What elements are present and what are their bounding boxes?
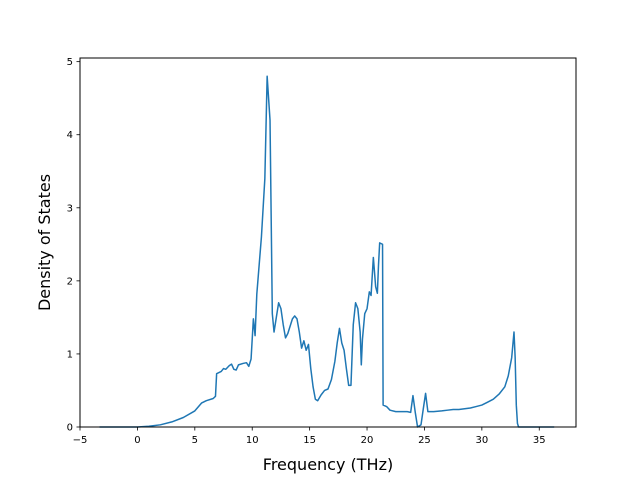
plot-area	[99, 75, 555, 428]
x-axis-label: Frequency (THz)	[263, 455, 393, 474]
x-tick-label: −5	[73, 435, 88, 446]
x-tick-label: 30	[475, 435, 488, 446]
x-axis-ticks: −5 0 5 10 15 20 25 30 35	[73, 427, 546, 446]
y-tick-label: 4	[67, 130, 73, 141]
x-tick-label: 0	[134, 435, 140, 446]
axes-frame	[79, 57, 577, 428]
x-tick-label: 20	[361, 435, 374, 446]
dos-series-line-0	[99, 75, 555, 428]
y-tick-label: 1	[67, 349, 73, 360]
x-tick-label: 25	[418, 435, 431, 446]
x-tick-label: 5	[192, 435, 198, 446]
y-tick-label: 2	[67, 276, 73, 287]
x-tick-label: 35	[533, 435, 546, 446]
y-tick-label: 0	[67, 423, 73, 434]
y-tick-label: 3	[67, 203, 73, 214]
x-tick-label: 15	[303, 435, 316, 446]
y-axis-ticks: 0 1 2 3 4 5	[67, 57, 80, 434]
y-tick-label: 5	[67, 57, 73, 68]
x-tick-label: 10	[246, 435, 259, 446]
y-axis-label: Density of States	[35, 174, 54, 311]
